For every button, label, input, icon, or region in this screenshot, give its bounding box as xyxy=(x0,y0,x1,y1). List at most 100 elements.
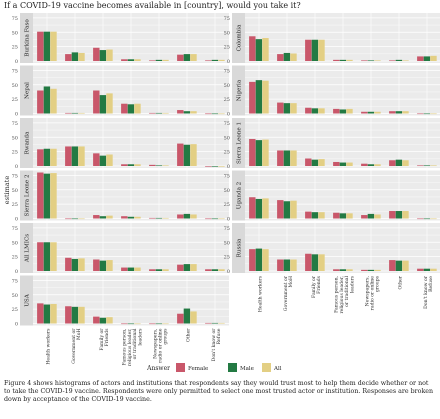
bar-male xyxy=(423,165,431,167)
bar-all xyxy=(402,260,409,271)
y-tick-label: 75 xyxy=(12,173,18,179)
bar-male xyxy=(211,322,219,324)
bar-female xyxy=(389,111,396,114)
bar-all xyxy=(374,111,381,114)
bar-male xyxy=(211,113,219,115)
bar-male xyxy=(43,304,51,324)
facet-strip xyxy=(20,65,33,116)
bar-female xyxy=(249,197,256,219)
bar-all xyxy=(430,55,437,61)
bar-male xyxy=(283,201,291,219)
y-tick-label: 50 xyxy=(224,188,230,194)
y-tick-label: 75 xyxy=(12,16,18,22)
bar-male xyxy=(211,218,219,220)
panel-background xyxy=(245,13,440,63)
x-tick-label: Health workers xyxy=(258,275,264,312)
bar-male xyxy=(43,148,51,166)
bar-male xyxy=(43,31,51,61)
bar-male xyxy=(71,146,79,166)
bar-male xyxy=(395,260,403,271)
facet-strip xyxy=(20,170,33,221)
bar-all xyxy=(262,198,269,219)
y-tick-label: 75 xyxy=(12,68,18,74)
bar-male xyxy=(127,267,135,271)
facet-label: All LMICs xyxy=(25,234,31,263)
bar-all xyxy=(50,88,57,114)
bar-female xyxy=(333,212,340,219)
legend-swatch xyxy=(262,363,271,372)
bar-male xyxy=(99,95,107,114)
facet-strip xyxy=(232,223,245,273)
bar-all xyxy=(430,113,437,115)
bar-male xyxy=(155,269,163,271)
facet-label: Sierra Leone 1 xyxy=(237,122,243,164)
y-tick-label: 50 xyxy=(12,293,18,299)
bar-all xyxy=(290,200,297,219)
bar-female xyxy=(305,39,312,61)
bar-female xyxy=(249,36,256,61)
x-tick-label: Government orMoH xyxy=(283,275,294,311)
bar-male xyxy=(155,323,163,325)
y-tick-label: 25 xyxy=(12,45,18,51)
bar-all xyxy=(78,146,85,166)
bar-male xyxy=(155,112,163,114)
y-tick-label: 25 xyxy=(224,150,230,156)
bar-female xyxy=(361,215,368,219)
bar-male xyxy=(283,259,291,271)
bar-male xyxy=(71,258,79,271)
bar-male xyxy=(339,162,347,166)
bar-all xyxy=(346,213,353,219)
bar-all xyxy=(190,111,197,114)
bar-male xyxy=(155,217,163,219)
bar-female xyxy=(37,172,44,219)
bar-male xyxy=(423,56,431,61)
bar-all xyxy=(190,214,197,219)
x-tick-label: Family orFriends xyxy=(311,275,322,298)
bar-female xyxy=(305,211,312,219)
bar-female xyxy=(93,153,100,166)
bar-male xyxy=(71,218,79,220)
x-tick-label: Newspapers,radio or onlinegroups xyxy=(364,275,380,310)
bar-male xyxy=(367,269,375,271)
y-tick-label: 50 xyxy=(224,135,230,141)
bar-male xyxy=(211,269,219,271)
bar-female xyxy=(177,54,184,61)
bar-female xyxy=(37,149,44,166)
bar-all xyxy=(290,103,297,114)
bar-female xyxy=(361,111,368,114)
bar-all xyxy=(190,264,197,271)
facet-strip xyxy=(232,118,245,168)
bar-female xyxy=(249,249,256,271)
bar-female xyxy=(277,54,284,61)
bar-female xyxy=(37,31,44,61)
bar-male xyxy=(339,109,347,114)
facet-strip xyxy=(232,13,245,63)
bar-female xyxy=(277,150,284,166)
bar-male xyxy=(43,242,51,271)
y-tick-label: 0 xyxy=(227,112,230,118)
bar-male xyxy=(211,59,219,61)
bar-female xyxy=(177,313,184,324)
bar-male xyxy=(395,111,403,114)
bar-female xyxy=(149,60,156,62)
bar-all xyxy=(318,159,325,166)
bar-female xyxy=(149,164,156,166)
bar-female xyxy=(389,60,396,62)
facet-strip xyxy=(20,275,33,326)
bar-female xyxy=(65,257,72,271)
bar-all xyxy=(134,59,141,61)
y-tick-label: 75 xyxy=(224,121,230,127)
bar-female xyxy=(149,112,156,114)
bar-female xyxy=(417,165,424,167)
bar-male xyxy=(283,150,291,166)
bar-all xyxy=(162,269,169,271)
bar-all xyxy=(162,165,169,167)
y-tick-label: 25 xyxy=(12,255,18,261)
bar-female xyxy=(121,103,128,114)
bar-female xyxy=(361,60,368,62)
y-tick-label: 50 xyxy=(12,240,18,246)
bar-female xyxy=(65,306,72,324)
bar-male xyxy=(99,260,107,271)
bar-all xyxy=(190,54,197,61)
legend-label: Female xyxy=(188,366,208,372)
